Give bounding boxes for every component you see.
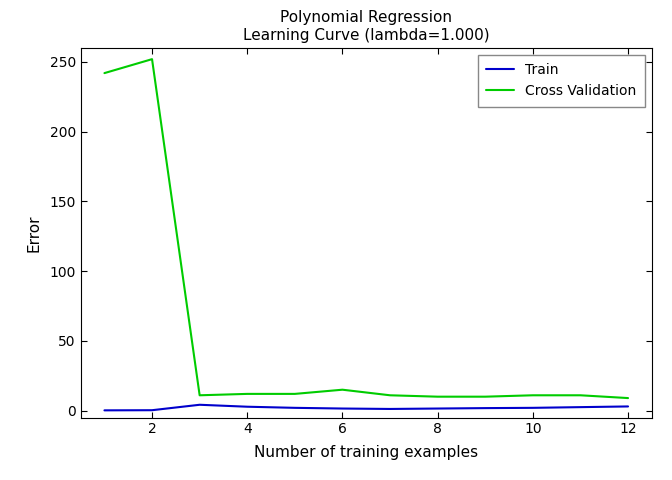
Cross Validation — [148, 56, 156, 62]
Cross Validation — [196, 393, 204, 398]
Train — [386, 406, 394, 412]
Train — [529, 405, 537, 411]
Train — [243, 404, 251, 409]
Train — [433, 406, 442, 411]
Title: Polynomial Regression
Learning Curve (lambda=1.000): Polynomial Regression Learning Curve (la… — [243, 10, 490, 43]
Cross Validation — [481, 394, 489, 399]
Cross Validation — [100, 70, 108, 76]
Cross Validation — [386, 393, 394, 398]
Train — [577, 404, 585, 410]
Train — [291, 405, 299, 411]
Train — [339, 406, 347, 411]
Train — [624, 404, 632, 409]
Line: Cross Validation: Cross Validation — [104, 59, 628, 398]
Train — [196, 402, 204, 408]
Cross Validation — [577, 393, 585, 398]
Cross Validation — [529, 393, 537, 398]
Train — [148, 408, 156, 413]
Line: Train: Train — [104, 405, 628, 410]
Cross Validation — [624, 395, 632, 401]
Y-axis label: Error: Error — [26, 214, 41, 252]
Cross Validation — [339, 387, 347, 393]
Cross Validation — [291, 391, 299, 397]
Train — [100, 408, 108, 413]
Train — [481, 405, 489, 411]
Legend: Train, Cross Validation: Train, Cross Validation — [478, 55, 645, 107]
X-axis label: Number of training examples: Number of training examples — [254, 445, 478, 460]
Cross Validation — [433, 394, 442, 399]
Cross Validation — [243, 391, 251, 397]
